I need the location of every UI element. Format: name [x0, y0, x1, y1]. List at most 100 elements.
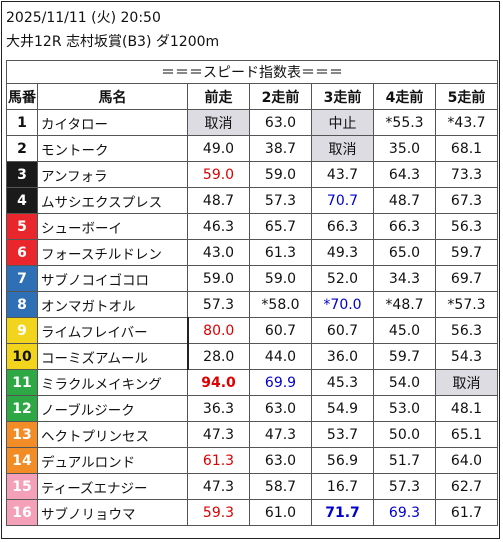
- speed-index-cell: 61.7: [434, 499, 499, 526]
- speed-index-cell: 60.7: [249, 317, 312, 344]
- horse-number: 5: [6, 213, 38, 240]
- speed-index-cell: 48.7: [187, 187, 250, 214]
- speed-index-cell: 65.0: [373, 239, 436, 266]
- speed-index-cell: 45.3: [311, 369, 374, 396]
- horse-name: ティーズエナジー: [37, 473, 188, 500]
- speed-index-cell: 59.0: [249, 161, 312, 188]
- horse-name: シューボーイ: [37, 213, 188, 240]
- speed-index-cell: 38.7: [249, 135, 312, 162]
- speed-index-cell: 63.0: [249, 109, 312, 136]
- speed-index-cell: 66.3: [373, 213, 436, 240]
- table-row: 8 オンマガトオル 57.3 *58.0 *70.0 *48.7 *57.3: [6, 291, 499, 318]
- speed-index-cell: 35.0: [373, 135, 436, 162]
- horse-name: ライムフレイバー: [37, 317, 188, 344]
- speed-index-cell: 65.1: [434, 421, 499, 448]
- horse-number: 10: [6, 343, 38, 370]
- horse-number: 16: [6, 499, 38, 526]
- horse-name: オンマガトオル: [37, 291, 188, 318]
- speed-index-cell: 44.0: [249, 343, 312, 370]
- speed-index-cell: 69.3: [373, 499, 436, 526]
- speed-index-cell: 45.0: [373, 317, 436, 344]
- horse-number: 11: [6, 369, 38, 396]
- speed-index-cell: 取消: [311, 135, 374, 162]
- horse-name: ノーブルジーク: [37, 395, 188, 422]
- speed-index-cell: 57.3: [187, 291, 250, 318]
- speed-index-cell: 16.7: [311, 473, 374, 500]
- horse-name: アンフォラ: [37, 161, 188, 188]
- horse-name: サブノリョウマ: [37, 499, 188, 526]
- speed-index-cell: 54.0: [373, 369, 436, 396]
- speed-index-cell: *57.3: [434, 291, 499, 318]
- speed-index-table: ＝＝＝スピード指数表＝＝＝ 馬番 馬名 前走 2走前 3走前 4走前 5走前 1 カイタロー取…: [5, 60, 499, 526]
- table-row: 15 ティーズエナジー 47.3 58.7 16.7 57.3 62.7: [6, 473, 499, 500]
- speed-index-cell: 59.0: [187, 265, 250, 292]
- table-row: 5 シューボーイ 46.3 65.7 66.3 66.3 56.3: [6, 213, 499, 240]
- table-row: 1 カイタロー 取消 63.0 中止 *55.3 *43.7: [6, 109, 499, 136]
- speed-index-cell: 54.3: [434, 343, 499, 370]
- horse-number: 12: [6, 395, 38, 422]
- speed-index-cell: *55.3: [373, 109, 436, 136]
- speed-index-cell: 59.0: [249, 265, 312, 292]
- horse-name: カイタロー: [37, 109, 188, 136]
- horse-number: 4: [6, 187, 38, 214]
- table-row: 10 コーミズアムール 28.0 44.0 36.0 59.7 54.3: [6, 343, 499, 370]
- horse-number: 3: [6, 161, 38, 188]
- table-row: 13 ヘクトプリンセス 47.3 47.3 53.7 50.0 65.1: [6, 421, 499, 448]
- speed-index-cell: 28.0: [186, 343, 250, 370]
- race-datetime: 2025/11/11 (火) 20:50: [6, 10, 161, 26]
- speed-index-cell: 94.0: [187, 369, 250, 396]
- speed-index-cell: 56.9: [311, 447, 374, 474]
- horse-name: ムサシエクスプレス: [37, 187, 188, 214]
- speed-index-cell: 51.7: [373, 447, 436, 474]
- speed-index-cell: 49.3: [311, 239, 374, 266]
- speed-index-cell: 48.1: [434, 395, 499, 422]
- speed-index-cell: 64.0: [434, 447, 499, 474]
- speed-index-cell: 61.3: [249, 239, 312, 266]
- speed-index-cell: 61.3: [187, 447, 250, 474]
- speed-index-cell: 59.7: [434, 239, 499, 266]
- table-row: 4 ムサシエクスプレス 48.7 57.3 70.7 48.7 67.3: [6, 187, 499, 214]
- horse-name: サブノコイゴコロ: [37, 265, 188, 292]
- speed-index-cell: 36.3: [187, 395, 250, 422]
- horse-name: デュアルロンド: [37, 447, 188, 474]
- speed-index-cell: 65.7: [249, 213, 312, 240]
- speed-index-cell: 59.3: [187, 499, 250, 526]
- table-row: 9 ライムフレイバー 80.0 60.7 60.7 45.0 56.3: [6, 317, 499, 344]
- speed-index-cell: 中止: [311, 109, 374, 136]
- horse-name: フォースチルドレン: [37, 239, 188, 266]
- speed-index-cell: 59.7: [373, 343, 436, 370]
- table-row: 2 モントーク 49.0 38.7 取消 35.0 68.1: [6, 135, 499, 162]
- speed-index-cell: 57.3: [373, 473, 436, 500]
- speed-index-cell: 56.3: [434, 213, 499, 240]
- horse-number: 14: [6, 447, 38, 474]
- speed-index-cell: 73.3: [434, 161, 499, 188]
- horse-number: 9: [6, 317, 38, 344]
- speed-index-cell: 54.9: [311, 395, 374, 422]
- speed-index-cell: *43.7: [434, 109, 499, 136]
- speed-index-cell: 59.0: [187, 161, 250, 188]
- speed-index-cell: 取消: [187, 109, 250, 136]
- speed-index-cell: 34.3: [373, 265, 436, 292]
- speed-index-cell: 47.3: [187, 473, 250, 500]
- speed-index-cell: 80.0: [186, 317, 250, 344]
- horse-name: ミラクルメイキング: [37, 369, 188, 396]
- speed-index-cell: 46.3: [187, 213, 250, 240]
- speed-index-cell: 52.0: [311, 265, 374, 292]
- speed-index-cell: 47.3: [249, 421, 312, 448]
- table-row: 3 アンフォラ 59.0 59.0 43.7 64.3 73.3: [6, 161, 499, 188]
- column-header: 4走前: [373, 83, 436, 110]
- horse-number: 1: [6, 109, 38, 136]
- speed-index-cell: 58.7: [249, 473, 312, 500]
- horse-number: 8: [6, 291, 38, 318]
- race-title: 大井12R 志村坂賞(B3) ダ1200m: [6, 34, 220, 50]
- table-row: 12 ノーブルジーク 36.3 63.0 54.9 53.0 48.1: [6, 395, 499, 422]
- speed-index-cell: *48.7: [373, 291, 436, 318]
- horse-number: 7: [6, 265, 38, 292]
- speed-index-cell: 71.7: [311, 499, 374, 526]
- speed-index-cell: 69.9: [249, 369, 312, 396]
- table-row: 7 サブノコイゴコロ 59.0 59.0 52.0 34.3 69.7: [6, 265, 499, 292]
- speed-index-cell: 43.7: [311, 161, 374, 188]
- speed-index-cell: 61.0: [249, 499, 312, 526]
- speed-index-cell: 64.3: [373, 161, 436, 188]
- speed-index-cell: 60.7: [311, 317, 374, 344]
